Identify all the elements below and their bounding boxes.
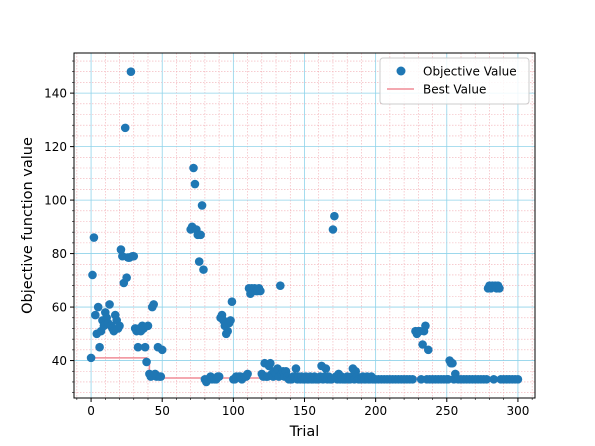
data-point (196, 230, 205, 240)
data-point (86, 353, 96, 363)
y-tick-label: 40 (52, 354, 67, 368)
data-point (143, 321, 153, 331)
data-point (194, 257, 204, 266)
data-point (199, 265, 208, 274)
data-point (142, 357, 151, 367)
data-point (418, 340, 427, 349)
data-point (330, 211, 339, 221)
data-point (156, 372, 166, 381)
data-point (105, 300, 114, 309)
y-tick-label: 60 (52, 300, 67, 314)
data-point (448, 358, 457, 368)
x-axis-label: Trial (289, 424, 320, 440)
data-point (321, 364, 331, 373)
legend: Objective Value Best Value (379, 57, 530, 105)
data-point (291, 364, 301, 373)
data-point (122, 273, 131, 282)
data-point (91, 310, 100, 320)
x-tick-label: 50 (155, 404, 170, 418)
data-point (495, 284, 504, 293)
data-point (129, 251, 139, 261)
data-point (266, 358, 275, 368)
axis-ticks: 0 50 100 150 200 250 300 40 60 80 100 120 140 (44, 60, 533, 418)
data-point (513, 374, 523, 384)
data-point (140, 342, 150, 352)
y-tick-label: 140 (44, 86, 67, 100)
x-tick-label: 200 (364, 404, 387, 418)
data-point (256, 286, 265, 296)
legend-label-objective: Objective Value (423, 65, 517, 79)
data-point (408, 374, 417, 384)
x-tick-label: 300 (506, 404, 529, 418)
x-tick-label: 0 (87, 404, 95, 418)
data-point (120, 123, 130, 133)
data-point (89, 233, 99, 242)
data-point (489, 374, 499, 384)
data-point (227, 297, 237, 307)
data-point (190, 179, 200, 189)
data-point (226, 316, 235, 325)
data-point (197, 201, 207, 210)
data-point (115, 321, 124, 331)
data-point (276, 281, 285, 290)
legend-marker-objective (396, 66, 406, 76)
y-tick-label: 120 (44, 140, 67, 154)
x-tick-label: 150 (293, 404, 316, 418)
data-point (116, 245, 126, 254)
data-point (243, 369, 252, 379)
data-point (133, 342, 143, 352)
legend-label-best: Best Value (423, 83, 486, 97)
x-tick-label: 100 (222, 404, 245, 418)
data-point (93, 302, 103, 312)
x-tick-label: 250 (435, 404, 458, 418)
y-axis-label: Objective function value (20, 137, 36, 314)
y-tick-label: 80 (52, 247, 67, 261)
data-point (328, 225, 338, 234)
major-grid (74, 53, 535, 398)
data-point (157, 345, 167, 355)
data-point (421, 321, 430, 331)
data-point (88, 270, 97, 280)
data-point (223, 326, 232, 336)
scatter-points (86, 67, 523, 387)
y-tick-label: 100 (44, 193, 67, 207)
data-point (214, 372, 224, 381)
data-point (189, 163, 198, 173)
data-point (423, 345, 433, 355)
data-point (95, 342, 104, 352)
data-point (126, 67, 136, 77)
legend-box (379, 57, 530, 105)
data-point (482, 374, 491, 384)
data-point (149, 300, 158, 309)
